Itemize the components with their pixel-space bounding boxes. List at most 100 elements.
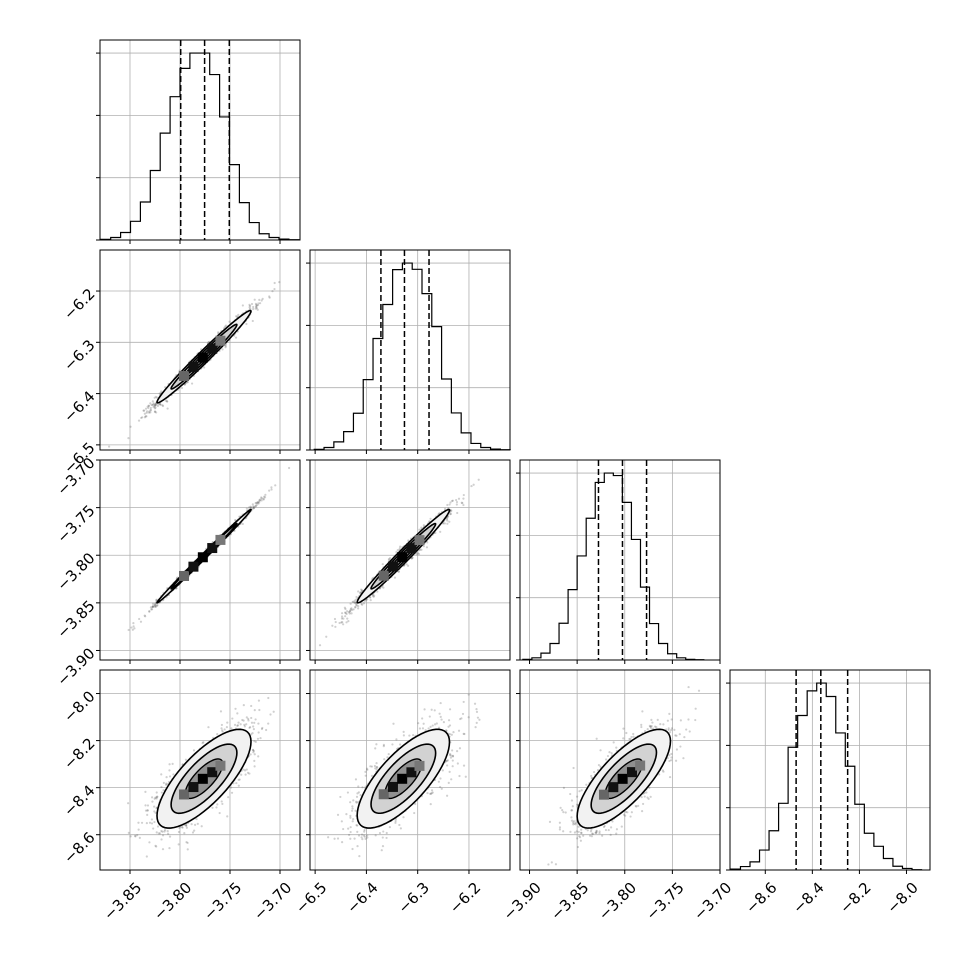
- sample-point: [397, 570, 400, 573]
- sample-point: [622, 813, 626, 816]
- sample-point: [448, 708, 452, 711]
- sample-point: [234, 707, 237, 710]
- sample-point: [180, 826, 184, 829]
- sample-point: [387, 753, 390, 756]
- sample-point: [154, 395, 157, 398]
- sample-point: [661, 769, 664, 772]
- sample-point: [470, 484, 473, 488]
- sample-point: [258, 708, 261, 712]
- sample-point: [257, 699, 261, 702]
- sample-point: [241, 718, 244, 722]
- sample-point: [325, 635, 328, 638]
- y-tick-label: −6.2: [60, 285, 98, 323]
- sample-point: [361, 786, 364, 789]
- sample-point: [150, 608, 153, 611]
- sample-point: [252, 728, 255, 731]
- scatter-panel-2-3: −3.90 −3.85 −3.80 −3.75 −3.70: [500, 669, 735, 924]
- sample-point: [467, 716, 470, 719]
- sample-point: [252, 751, 255, 754]
- sample-point: [156, 404, 159, 408]
- sample-point: [153, 820, 156, 824]
- sample-point: [129, 425, 132, 428]
- sample-point: [457, 729, 461, 732]
- sample-point: [382, 743, 385, 746]
- sample-point: [381, 836, 384, 839]
- sample-point: [439, 785, 442, 789]
- sample-point: [333, 837, 336, 840]
- sample-point: [604, 828, 608, 832]
- sample-point: [264, 493, 267, 496]
- scatter-panel-0-2: −3.90−3.85−3.80−3.75−3.70: [53, 454, 301, 690]
- sample-point: [669, 729, 673, 732]
- sample-point: [255, 304, 258, 307]
- sample-point: [376, 590, 379, 593]
- sample-point: [154, 406, 157, 409]
- sample-point: [653, 725, 657, 728]
- sample-point: [154, 605, 157, 609]
- sample-point: [448, 770, 451, 773]
- sample-point: [590, 776, 593, 780]
- sample-point: [462, 493, 465, 497]
- sample-point: [572, 766, 575, 770]
- sample-point: [648, 724, 651, 727]
- density-block: [598, 789, 609, 800]
- sample-point: [590, 828, 593, 831]
- sample-point: [419, 548, 422, 551]
- sample-point: [261, 726, 264, 730]
- sample-point: [348, 610, 351, 613]
- sample-point: [406, 564, 410, 567]
- sample-point: [360, 589, 364, 592]
- sample-point: [236, 315, 239, 318]
- sample-point: [160, 390, 163, 393]
- sample-point: [251, 319, 254, 323]
- sample-point: [574, 823, 577, 826]
- sample-point: [155, 598, 158, 601]
- sample-point: [145, 822, 148, 825]
- sample-point: [580, 828, 583, 831]
- scatter-panel-0-3: −3.85 −3.80 −3.75 −3.70 −8.6 −8.4 −8.2 −8.0: [60, 669, 301, 924]
- sample-point: [360, 833, 364, 836]
- sample-point: [148, 609, 151, 613]
- y-tick-label: −3.90: [53, 644, 98, 689]
- sample-point: [348, 612, 351, 615]
- sample-point: [475, 710, 479, 713]
- sample-point: [370, 765, 373, 768]
- sample-point: [246, 771, 250, 774]
- panel-frame: [519, 669, 721, 871]
- sample-point: [629, 737, 632, 741]
- sample-point: [628, 737, 631, 741]
- sample-point: [253, 506, 256, 509]
- sample-point: [624, 810, 628, 813]
- sample-point: [268, 489, 271, 492]
- sample-point: [452, 731, 455, 734]
- sample-point: [369, 599, 372, 602]
- sample-point: [238, 778, 241, 781]
- sample-point: [362, 602, 366, 605]
- sample-point: [694, 718, 697, 722]
- sample-point: [237, 721, 240, 724]
- sample-point: [344, 607, 347, 611]
- sample-point: [251, 749, 255, 752]
- sample-point: [447, 725, 450, 728]
- sample-point: [386, 756, 389, 759]
- sample-point: [355, 603, 358, 606]
- sample-point: [371, 594, 374, 597]
- sample-point: [650, 718, 653, 721]
- sample-point: [152, 406, 155, 409]
- scatter-panel-1-3: −6.5 −6.4 −6.3 −6.2: [292, 669, 511, 917]
- sample-point: [254, 740, 257, 743]
- sample-point: [461, 712, 465, 716]
- sample-point: [458, 747, 462, 750]
- sample-point: [640, 796, 643, 799]
- sample-point: [129, 835, 132, 838]
- sample-point: [355, 598, 358, 601]
- sample-point: [446, 522, 449, 525]
- sample-point: [595, 737, 598, 740]
- sample-point: [591, 832, 595, 836]
- sample-point: [252, 507, 255, 510]
- sample-point: [352, 600, 355, 603]
- sample-point: [668, 754, 671, 757]
- sample-point: [675, 734, 678, 737]
- sample-point: [243, 769, 247, 772]
